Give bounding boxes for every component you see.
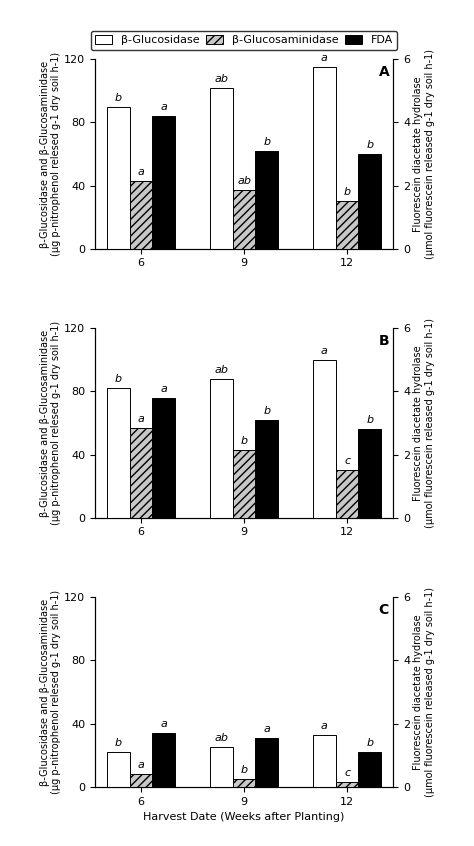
Text: B: B (378, 334, 389, 348)
Y-axis label: β-Glucosidase and β-Glucosaminidase
(µg p-nitrophenol relesed g-1 dry soil h-1): β-Glucosidase and β-Glucosaminidase (µg … (39, 321, 61, 525)
Bar (130, 774, 153, 787)
Bar (210, 88, 233, 249)
Text: c: c (344, 457, 350, 466)
Text: b: b (115, 93, 122, 102)
Text: c: c (344, 768, 350, 778)
Text: ab: ab (214, 733, 228, 744)
X-axis label: Harvest Date (Weeks after Planting): Harvest Date (Weeks after Planting) (144, 812, 345, 822)
Text: b: b (115, 738, 122, 748)
Bar (107, 752, 130, 787)
Text: ab: ab (214, 365, 228, 375)
Text: a: a (138, 167, 145, 177)
Y-axis label: Fluorescein diacetate hydrolase
(µmol fluorescein released g-1 dry soil h-1): Fluorescein diacetate hydrolase (µmol fl… (413, 587, 435, 797)
Bar (153, 116, 175, 249)
Text: ab: ab (214, 74, 228, 84)
Bar (210, 379, 233, 518)
Bar (255, 151, 278, 249)
Bar (210, 747, 233, 787)
Bar (358, 752, 381, 787)
Bar (358, 429, 381, 518)
Bar (233, 450, 255, 518)
Y-axis label: Fluorescein diacetate hydrolase
(µmol fluorescein released g-1 dry soil h-1): Fluorescein diacetate hydrolase (µmol fl… (413, 318, 435, 528)
Bar (130, 181, 153, 249)
Text: C: C (378, 603, 389, 617)
Y-axis label: Fluorescein diacetate hydrolase
(µmol fluorescein released g-1 dry soil h-1): Fluorescein diacetate hydrolase (µmol fl… (413, 49, 435, 259)
Text: a: a (160, 102, 167, 113)
Bar (336, 201, 358, 249)
Bar (107, 388, 130, 518)
Bar (107, 107, 130, 249)
Text: b: b (366, 415, 374, 426)
Text: a: a (160, 719, 167, 729)
Bar (130, 428, 153, 518)
Text: a: a (321, 53, 328, 63)
Bar (255, 420, 278, 518)
Text: b: b (366, 738, 374, 748)
Bar (313, 67, 336, 249)
Legend: β-Glucosidase, β-Glucosaminidase, FDA: β-Glucosidase, β-Glucosaminidase, FDA (91, 30, 397, 50)
Text: a: a (321, 346, 328, 356)
Text: a: a (321, 721, 328, 731)
Text: b: b (263, 137, 270, 147)
Y-axis label: β-Glucosidase and β-Glucosaminidase
(µg p-nitrophenol relesed g-1 dry soil h-1): β-Glucosidase and β-Glucosaminidase (µg … (39, 590, 61, 794)
Bar (233, 190, 255, 249)
Text: b: b (115, 374, 122, 384)
Text: a: a (264, 724, 270, 733)
Text: b: b (240, 765, 248, 775)
Text: a: a (138, 761, 145, 770)
Bar (313, 734, 336, 787)
Bar (336, 782, 358, 787)
Bar (233, 779, 255, 787)
Text: b: b (366, 140, 374, 150)
Text: a: a (138, 414, 145, 424)
Bar (255, 738, 278, 787)
Bar (313, 360, 336, 518)
Text: A: A (378, 65, 389, 79)
Text: b: b (263, 406, 270, 416)
Text: a: a (160, 384, 167, 393)
Text: b: b (240, 436, 248, 446)
Bar (153, 733, 175, 787)
Y-axis label: β-Glucosidase and β-Glucosaminidase
(µg p-nitrophenol relesed g-1 dry soil h-1): β-Glucosidase and β-Glucosaminidase (µg … (39, 52, 61, 256)
Bar (358, 154, 381, 249)
Text: b: b (344, 187, 351, 197)
Bar (153, 398, 175, 518)
Text: ab: ab (237, 176, 251, 186)
Bar (336, 470, 358, 518)
